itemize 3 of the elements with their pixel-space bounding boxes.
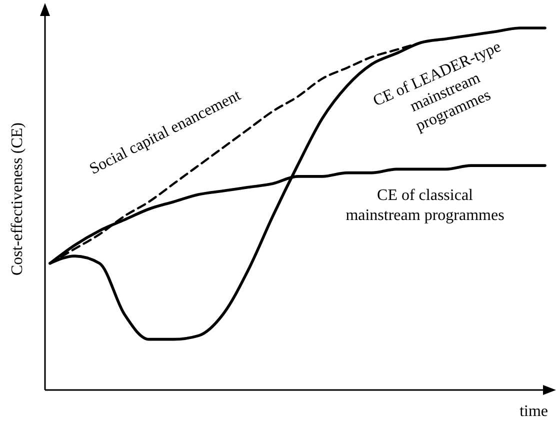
series-label: CE of classical mainstream programmes [346,187,504,224]
x-axis-title: time [520,403,548,420]
y-axis-title: Cost-effectiveness (CE) [9,122,26,276]
